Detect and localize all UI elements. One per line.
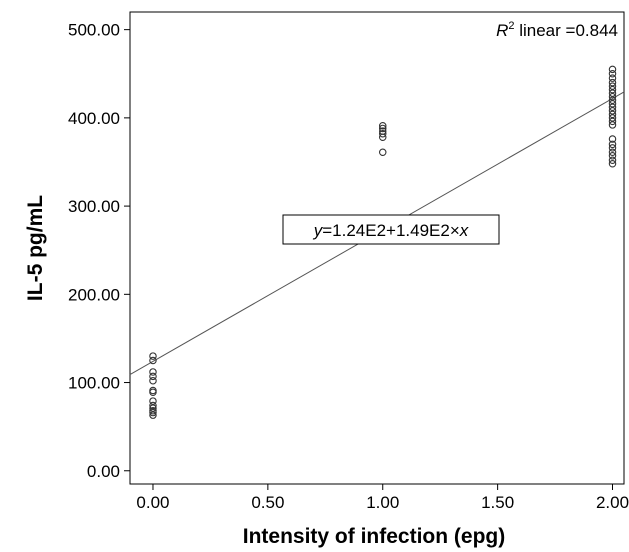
y-tick-label: 500.00 bbox=[68, 21, 120, 40]
y-tick-label: 300.00 bbox=[68, 197, 120, 216]
data-point bbox=[149, 408, 157, 417]
r2-text: linear =0.844 bbox=[515, 21, 619, 40]
data-point bbox=[608, 78, 617, 87]
x-axis-ticks: 0.00 0.50 1.00 1.50 2.00 bbox=[136, 484, 629, 512]
data-point bbox=[149, 404, 157, 412]
data-point bbox=[149, 368, 157, 376]
y-tick-label: 100.00 bbox=[68, 374, 120, 393]
data-point bbox=[378, 129, 387, 138]
x-tick-label: 1.50 bbox=[481, 493, 514, 512]
equation-box: y=1.24E2+1.49E2×x bbox=[282, 214, 500, 245]
data-point bbox=[149, 372, 157, 381]
svg-text:R2 linear =0.844: R2 linear =0.844 bbox=[496, 20, 618, 40]
equation-var-x: x bbox=[459, 221, 469, 240]
y-tick-label: 400.00 bbox=[68, 109, 120, 128]
data-point bbox=[608, 159, 617, 168]
data-point bbox=[608, 100, 617, 108]
data-point bbox=[149, 401, 157, 410]
y-tick-label: 0.00 bbox=[87, 462, 120, 481]
data-point bbox=[608, 117, 617, 126]
equation-var-y: y bbox=[313, 221, 324, 240]
data-point bbox=[608, 82, 617, 90]
r2-superscript: 2 bbox=[508, 20, 514, 32]
data-point bbox=[378, 122, 387, 130]
data-point bbox=[608, 152, 617, 160]
y-axis-ticks: 0.00 100.00 200.00 300.00 400.00 500.00 bbox=[68, 21, 130, 481]
r2-symbol: R bbox=[496, 21, 508, 40]
data-point bbox=[608, 107, 617, 115]
data-point bbox=[608, 103, 617, 112]
data-point bbox=[608, 74, 617, 82]
data-point bbox=[608, 121, 617, 129]
data-point bbox=[149, 356, 157, 365]
data-point bbox=[608, 110, 617, 119]
x-tick-label: 0.50 bbox=[251, 493, 284, 512]
data-point bbox=[608, 144, 617, 152]
data-point bbox=[378, 124, 387, 133]
data-point bbox=[608, 140, 617, 149]
data-point bbox=[608, 65, 617, 74]
data-point bbox=[608, 85, 617, 94]
r2-annotation: R2 linear =0.844 bbox=[496, 20, 618, 40]
plot-area bbox=[129, 11, 625, 485]
data-point bbox=[149, 411, 157, 419]
data-point bbox=[149, 352, 157, 360]
data-point bbox=[608, 148, 617, 157]
data-point bbox=[608, 92, 617, 101]
x-axis-title: Intensity of infection (epg) bbox=[243, 525, 506, 548]
data-point bbox=[149, 388, 157, 396]
data-point bbox=[608, 70, 617, 78]
x-tick-label: 0.00 bbox=[136, 493, 169, 512]
data-point bbox=[378, 148, 387, 157]
x-tick-label: 2.00 bbox=[596, 493, 629, 512]
y-axis-title: IL-5 pg/mL bbox=[24, 195, 47, 301]
data-point bbox=[608, 156, 617, 164]
equation-text: =1.24E2+1.49E2× bbox=[322, 221, 460, 240]
data-point bbox=[608, 114, 617, 122]
data-point bbox=[149, 397, 157, 405]
svg-text:y=1.24E2+1.49E2×x: y=1.24E2+1.49E2×x bbox=[313, 221, 469, 240]
data-point bbox=[608, 89, 617, 97]
data-point bbox=[378, 133, 387, 142]
y-tick-label: 200.00 bbox=[68, 285, 120, 304]
equation-frame bbox=[282, 214, 500, 245]
data-point bbox=[608, 96, 617, 104]
data-point bbox=[149, 377, 157, 385]
data-point bbox=[608, 135, 617, 143]
x-tick-label: 1.00 bbox=[366, 493, 399, 512]
data-points bbox=[149, 65, 617, 419]
